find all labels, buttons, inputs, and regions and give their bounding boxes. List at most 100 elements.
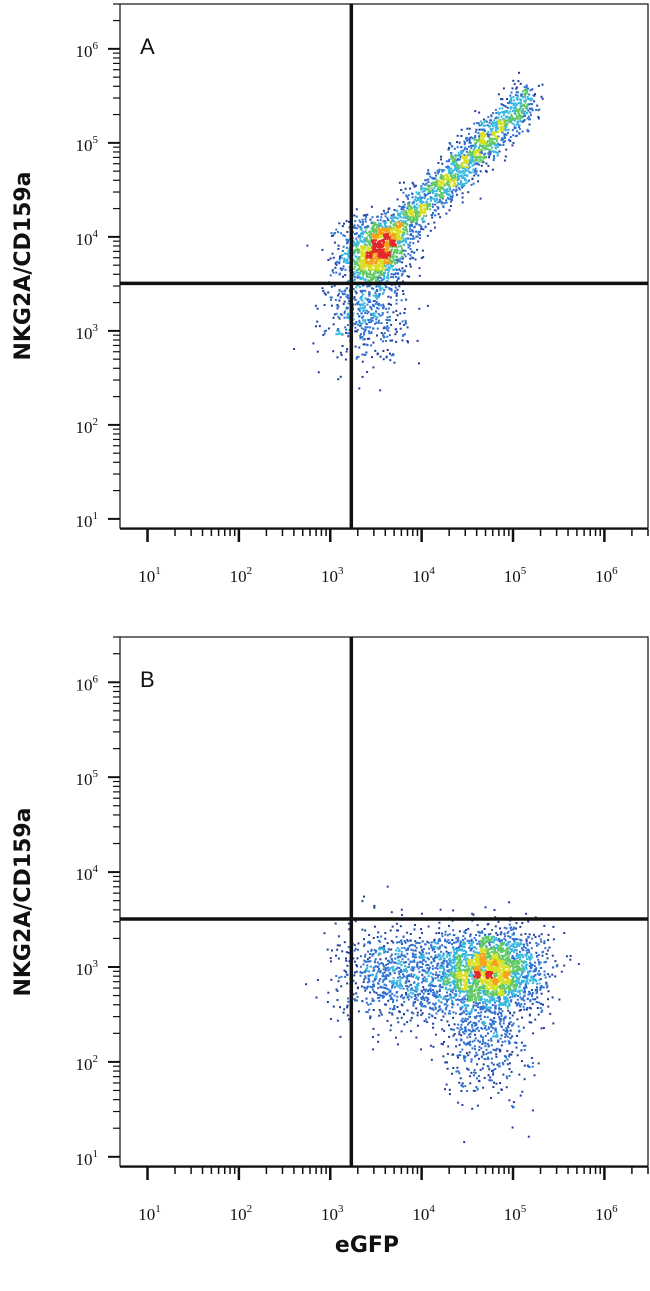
event-point <box>439 939 442 942</box>
event-point <box>363 306 366 309</box>
event-point <box>433 948 436 950</box>
event-point <box>539 988 542 991</box>
event-point <box>369 941 371 944</box>
event-point <box>415 1007 418 1010</box>
event-point <box>500 1018 503 1020</box>
event-point <box>383 271 385 274</box>
event-point <box>461 155 464 158</box>
event-point <box>454 182 456 184</box>
event-point <box>364 309 367 312</box>
event-point <box>522 96 524 99</box>
event-point <box>478 128 481 131</box>
event-point <box>373 949 376 951</box>
event-point <box>382 261 385 264</box>
event-point <box>329 296 332 299</box>
event-point <box>462 1041 465 1044</box>
event-point <box>346 348 349 350</box>
event-point <box>379 219 382 222</box>
event-point <box>375 270 378 273</box>
event-point <box>356 995 359 998</box>
event-point <box>400 224 402 227</box>
event-point <box>504 133 506 136</box>
event-point <box>429 185 432 187</box>
event-point <box>397 242 400 245</box>
event-point <box>427 925 430 928</box>
event-point <box>494 138 497 140</box>
event-point <box>499 111 502 114</box>
event-point <box>474 138 477 141</box>
event-point <box>403 225 406 228</box>
event-point <box>474 1071 477 1074</box>
event-point <box>378 241 381 243</box>
event-point <box>371 999 374 1002</box>
event-point <box>441 162 444 165</box>
event-point <box>516 91 519 94</box>
event-point <box>407 197 410 200</box>
event-point <box>434 1007 437 1010</box>
event-point <box>412 1012 415 1015</box>
event-point <box>386 241 389 244</box>
event-point <box>375 300 378 303</box>
event-point <box>383 336 386 339</box>
event-point <box>430 199 432 202</box>
event-point <box>415 200 418 202</box>
event-point <box>422 980 425 982</box>
event-point <box>375 316 378 319</box>
event-point <box>499 143 502 146</box>
event-point <box>427 1002 430 1005</box>
event-point <box>359 965 362 968</box>
event-point <box>540 933 543 936</box>
event-point <box>502 126 505 128</box>
event-point <box>410 973 413 976</box>
event-point <box>323 292 326 295</box>
event-point <box>361 289 364 292</box>
event-point <box>392 253 395 256</box>
event-point <box>535 955 538 958</box>
event-point <box>535 967 538 970</box>
event-point <box>520 106 522 109</box>
event-point <box>404 941 407 944</box>
event-point <box>528 107 531 110</box>
event-point <box>377 931 380 934</box>
event-point <box>456 166 459 169</box>
event-point <box>332 256 335 259</box>
event-point <box>456 1027 459 1029</box>
event-point <box>398 973 401 975</box>
event-point <box>389 237 392 240</box>
event-point <box>407 947 410 950</box>
event-point <box>500 1015 503 1017</box>
event-point <box>386 349 389 351</box>
event-point <box>469 156 472 159</box>
event-point <box>400 908 403 911</box>
event-point <box>555 965 558 968</box>
event-point <box>418 942 421 944</box>
event-point <box>490 1018 493 1021</box>
event-point <box>505 1056 507 1059</box>
event-point <box>378 237 380 240</box>
event-point <box>388 334 391 337</box>
event-point <box>420 946 423 949</box>
event-point <box>492 1063 495 1066</box>
event-point <box>385 977 388 980</box>
event-point <box>512 1101 515 1104</box>
event-point <box>501 131 504 134</box>
event-point <box>489 1051 492 1054</box>
event-point <box>393 361 396 364</box>
event-point <box>381 972 384 975</box>
event-point <box>406 996 409 999</box>
event-point <box>378 274 381 277</box>
event-point <box>375 230 377 233</box>
event-point <box>376 294 379 297</box>
event-point <box>510 1000 512 1003</box>
event-point <box>337 231 340 234</box>
event-point <box>515 1004 518 1007</box>
event-point <box>343 259 345 262</box>
event-point <box>426 205 429 208</box>
event-point <box>428 185 431 188</box>
event-point <box>359 304 362 307</box>
event-point <box>395 235 398 237</box>
event-point <box>512 79 515 82</box>
event-point <box>520 947 523 950</box>
event-point <box>466 1043 469 1046</box>
event-point <box>438 194 441 196</box>
